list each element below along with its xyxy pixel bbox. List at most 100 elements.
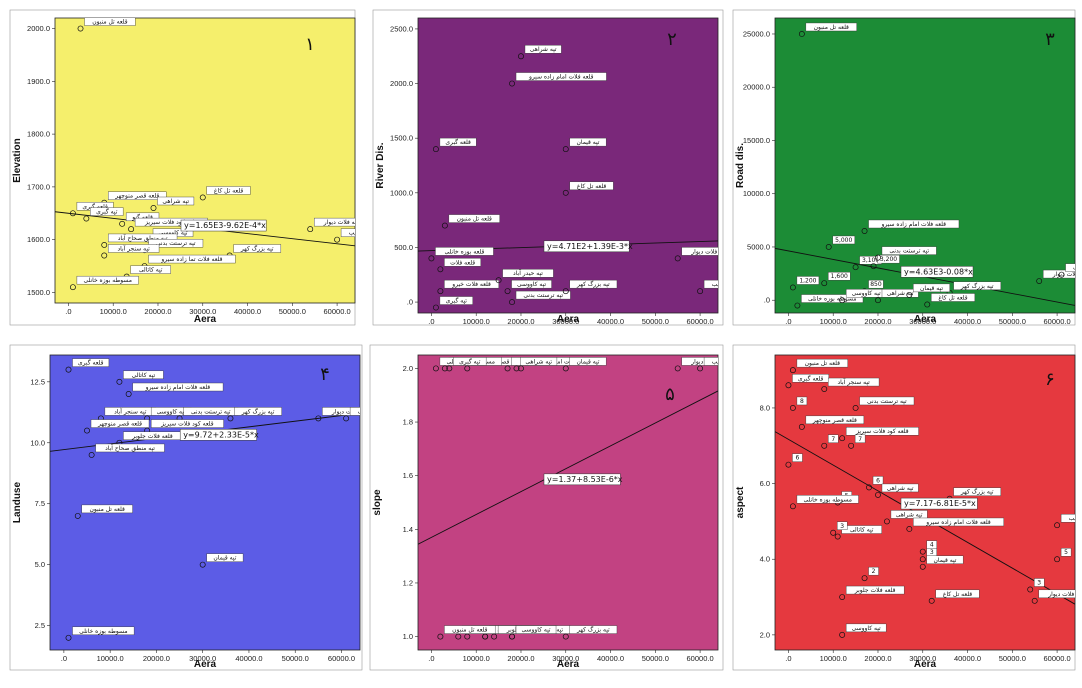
point-label-box bbox=[76, 275, 139, 285]
panel-4: .0 10000.0 20000.0 30000.0 40000.0 50000.0 600… bbox=[9, 344, 371, 671]
data-point bbox=[101, 252, 108, 259]
point-label: تپه شراهی bbox=[887, 290, 914, 297]
y-tick-label: 1.6 bbox=[403, 471, 413, 480]
point-label: قلعه فلات دیوار bbox=[331, 408, 371, 415]
y-axis-title: slope bbox=[372, 489, 383, 516]
y-tick-label: .0 bbox=[407, 298, 413, 307]
y-tick-label: 1.8 bbox=[403, 418, 413, 427]
x-tick-label: 40000.0 bbox=[234, 307, 261, 316]
y-tick-label: 2.0 bbox=[760, 630, 770, 639]
point-label-box bbox=[1034, 578, 1045, 587]
y-tick-label: 5000.0 bbox=[747, 242, 770, 251]
point-label-box bbox=[150, 419, 224, 428]
point-label: تپه شراهی bbox=[887, 485, 914, 492]
x-tick-label: 10000.0 bbox=[100, 307, 127, 316]
point-label-box bbox=[515, 625, 557, 634]
y-tick-label: 1700.0 bbox=[27, 182, 50, 191]
point-label: قلعه تل منبون bbox=[814, 24, 849, 31]
data-point bbox=[199, 561, 206, 568]
point-label: قلعه فلات جلوبر bbox=[131, 433, 173, 440]
data-point bbox=[839, 297, 846, 304]
point-label: قلعه فلات امام زاده سيرو bbox=[145, 384, 211, 391]
point-label-box bbox=[881, 246, 937, 255]
data-point bbox=[875, 297, 881, 304]
x-tick-label: 10000.0 bbox=[463, 317, 490, 326]
x-tick-label: 30000.0 bbox=[552, 317, 579, 326]
point-label: تپه قیمان bbox=[576, 358, 599, 365]
y-tick-label: 2000.0 bbox=[27, 24, 50, 33]
panel-6: .0 10000.0 20000.0 30000.0 40000.0 50000.0 600… bbox=[732, 344, 1076, 671]
x-tick-label: 30000.0 bbox=[189, 654, 216, 663]
point-label: 5 bbox=[1064, 549, 1068, 556]
data-point bbox=[562, 633, 569, 640]
point-label: قلعه فلات دیوار bbox=[1052, 271, 1082, 278]
point-label: 7 bbox=[858, 436, 862, 443]
point-label: 3 bbox=[840, 523, 844, 530]
point-label-box bbox=[520, 357, 558, 366]
data-point bbox=[798, 31, 805, 37]
plot-area bbox=[417, 17, 719, 314]
point-label-box bbox=[108, 233, 178, 243]
point-label-box bbox=[569, 137, 607, 147]
y-tick-label: 1500.0 bbox=[390, 134, 413, 143]
data-point bbox=[509, 80, 515, 87]
fit-equation: y=1.65E3-9.62E-4*x bbox=[184, 221, 266, 230]
panel-number: ۵ bbox=[665, 384, 675, 405]
y-axis-title: aspect bbox=[735, 486, 746, 518]
data-point bbox=[428, 255, 435, 262]
data-point bbox=[65, 366, 72, 373]
point-label: قلعه فلات تما زاده سيرو bbox=[160, 256, 222, 263]
point-label: تپه قیمان bbox=[920, 285, 943, 292]
point-label: تپه شراهی bbox=[525, 358, 552, 365]
point-label: تپه منطق صحاح آباد bbox=[118, 233, 168, 242]
data-point bbox=[794, 302, 801, 309]
data-point bbox=[482, 633, 489, 640]
point-label: تپه ترستت بدنی bbox=[523, 292, 563, 299]
point-label: تپه بزرگ کهر bbox=[241, 406, 275, 415]
point-label-box bbox=[681, 247, 718, 256]
data-point bbox=[504, 288, 511, 295]
point-label-box bbox=[157, 196, 195, 206]
x-axis-title: Aera bbox=[914, 314, 937, 325]
point-label-box bbox=[72, 358, 110, 367]
point-label: قلعه كود فلات سيريز bbox=[855, 428, 909, 435]
point-label-box bbox=[206, 553, 244, 562]
point-label: تپه كاتالی bbox=[139, 267, 163, 274]
x-tick-label: 20000.0 bbox=[143, 654, 170, 663]
data-point bbox=[861, 228, 868, 234]
point-label-box bbox=[868, 279, 884, 289]
data-point bbox=[464, 365, 471, 372]
y-tick-label: 1800.0 bbox=[27, 130, 50, 139]
point-label-box bbox=[1038, 589, 1075, 599]
y-axis-title: Elevation bbox=[12, 138, 23, 182]
plot-marks: قلعه گبریقلعه قصر منوچهرمسوطه بوزه خانلی… bbox=[418, 357, 718, 640]
data-point bbox=[924, 301, 931, 308]
point-label-box bbox=[845, 585, 905, 595]
point-label: قلعه فلات امام زاده سيرو bbox=[880, 221, 946, 228]
point-label: قلعه قصر منوچهر bbox=[97, 421, 142, 428]
data-point bbox=[928, 597, 935, 604]
data-point bbox=[1054, 522, 1061, 529]
data-point bbox=[848, 442, 855, 449]
point-label-box bbox=[845, 623, 887, 633]
point-label-box bbox=[953, 487, 1002, 496]
data-point bbox=[789, 404, 796, 411]
point-label: 3 bbox=[1037, 579, 1041, 586]
point-label-box bbox=[828, 377, 880, 387]
x-tick-label: .0 bbox=[785, 654, 791, 663]
point-label-box bbox=[859, 396, 915, 406]
point-label: تپه بزرگ کهر bbox=[960, 281, 994, 290]
data-point bbox=[906, 526, 913, 532]
data-point bbox=[437, 633, 444, 640]
data-point bbox=[852, 264, 859, 271]
plot-area bbox=[417, 354, 719, 651]
point-label: قلعه تل منبون bbox=[89, 506, 124, 513]
point-label-box bbox=[569, 625, 618, 634]
panel-number: ١ bbox=[305, 34, 315, 55]
panel-number: ٢ bbox=[667, 29, 677, 50]
y-tick-label: 12.5 bbox=[30, 377, 45, 386]
y-tick-label: 500.0 bbox=[394, 243, 413, 252]
data-point bbox=[839, 594, 846, 601]
point-label: تپه شراهی bbox=[530, 46, 557, 53]
point-label: تپه قیمان bbox=[933, 557, 956, 564]
